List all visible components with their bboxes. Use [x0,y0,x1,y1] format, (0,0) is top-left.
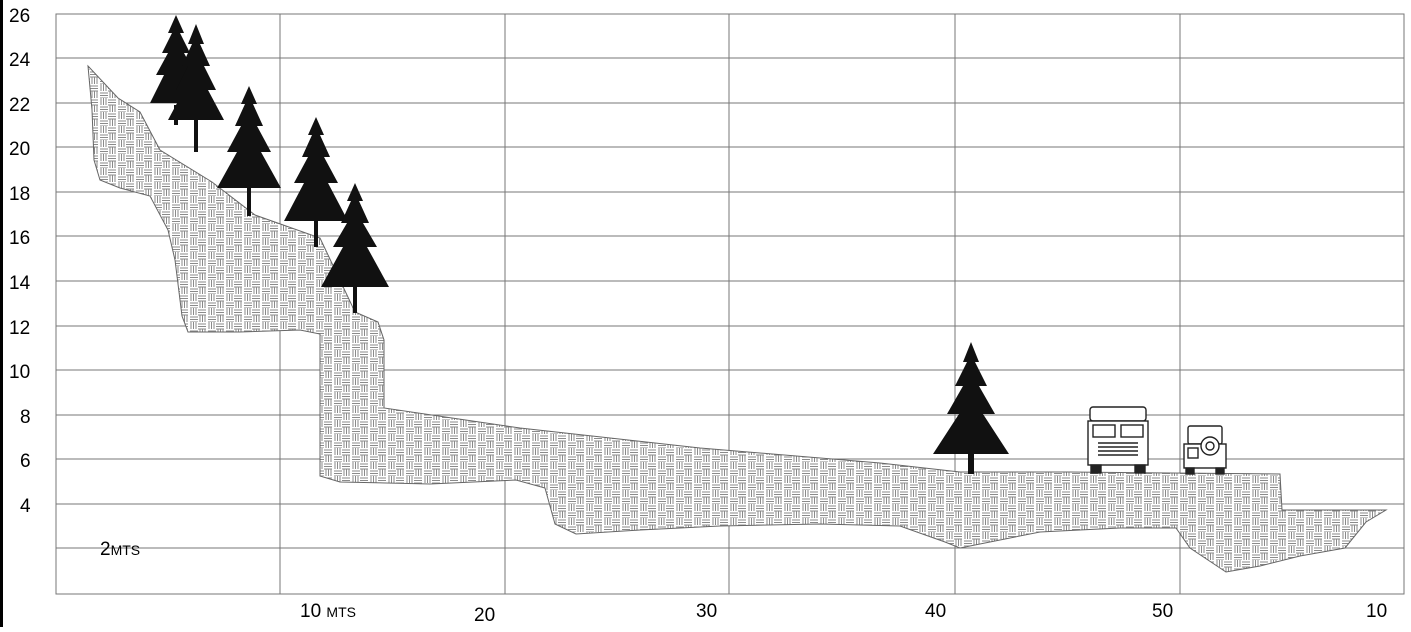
y-tick-label: 20 [9,139,31,160]
x-tick-label: 50 [1152,601,1174,622]
pine-tree-icon [321,183,389,313]
terrain-profile [87,64,1388,573]
y-tick-label: 26 [9,6,31,27]
x-tick-label: 40 [925,601,947,622]
x-tick-label: 10 MTS [300,601,356,622]
jeep-icon [1183,425,1227,475]
y-tick-label: 16 [9,228,31,249]
pine-tree-icon [217,86,281,216]
left-border [0,0,3,627]
y-tick-label: 8 [20,407,31,428]
pine-tree-icon [168,24,224,152]
y-tick-label: 4 [20,496,31,517]
tree-group [150,15,1009,474]
x-tick-label: 10 [1366,601,1388,622]
y-tick-label: 18 [9,184,31,205]
y-tick-label: 24 [9,50,31,71]
y-tick-label: 22 [9,95,31,116]
x-tick-label: 20 [474,605,496,626]
truck-icon [1087,406,1149,474]
scale-label: 2MTS [100,539,141,560]
x-tick-label: 30 [696,601,718,622]
pine-tree-icon [933,342,1009,474]
y-tick-label: 6 [20,451,31,472]
y-tick-label: 10 [9,362,31,383]
y-tick-label: 14 [9,273,31,294]
pine-tree-icon [284,117,348,247]
y-tick-label: 12 [9,318,31,339]
